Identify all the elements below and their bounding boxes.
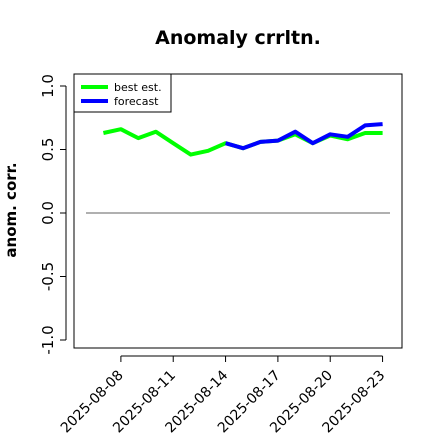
y-tick-label: 0.5 bbox=[39, 138, 57, 162]
y-axis-label: anom. corr. bbox=[2, 162, 20, 257]
x-axis: 2025-08-082025-08-112025-08-142025-08-17… bbox=[58, 355, 388, 436]
y-tick-label: 0.0 bbox=[39, 201, 57, 225]
chart-title: Anomaly crrltn. bbox=[155, 27, 321, 49]
legend-label-0: best est. bbox=[114, 81, 162, 94]
y-axis: -1.0 -0.5 0.0 0.5 1.0 bbox=[39, 74, 67, 355]
legend-label-1: forecast bbox=[114, 95, 159, 108]
series-line-1 bbox=[225, 122, 383, 151]
plot-frame bbox=[73, 73, 403, 349]
legend: best est.forecast bbox=[73, 73, 172, 113]
y-tick-label: 1.0 bbox=[39, 74, 57, 98]
series-group bbox=[102, 122, 383, 157]
series-line-0 bbox=[102, 127, 383, 157]
y-tick-label: -0.5 bbox=[39, 262, 57, 291]
legend-box bbox=[73, 73, 172, 113]
y-tick-label: -1.0 bbox=[39, 325, 57, 354]
